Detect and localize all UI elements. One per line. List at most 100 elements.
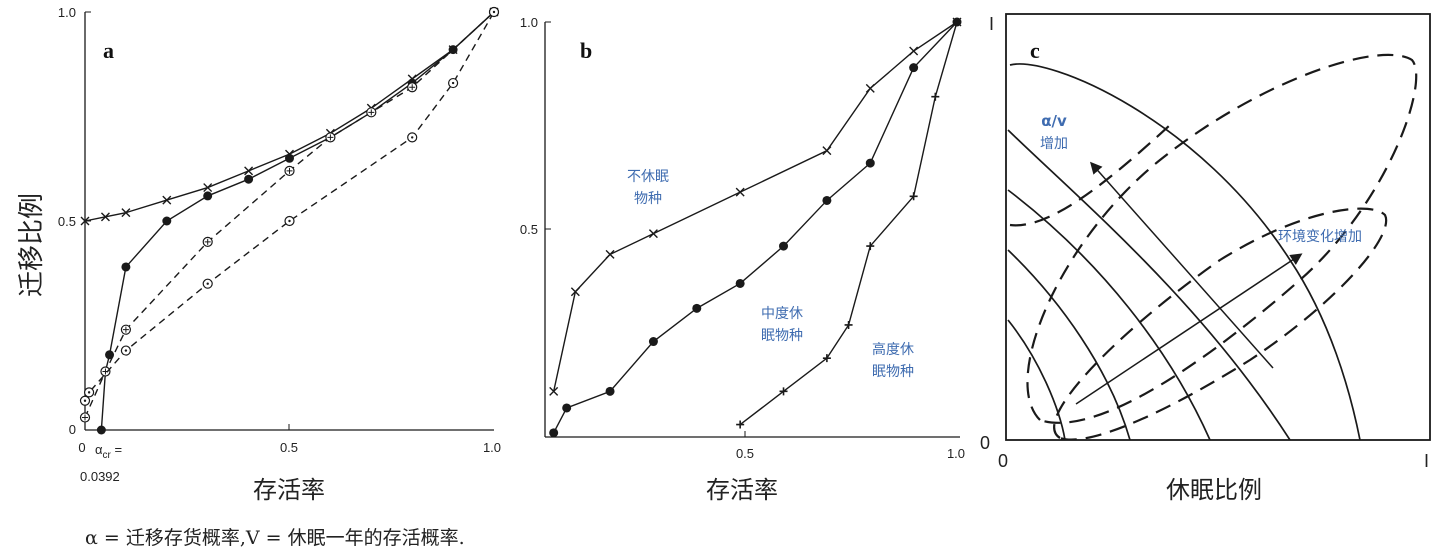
solid-contour-outer [1009,63,1361,440]
b-series-series-0-point-1-x-marker [570,287,580,297]
solid-contour-3 [1007,189,1211,440]
panel-a-series-group [79,6,500,435]
panel-a-x-axis-label: 存活率 [253,476,325,504]
panel-a-label: a [103,38,114,63]
series-label-high-dormancy-line2: 眠物种 [872,364,914,380]
series-label-moderate-dormancy-line2: 眠物种 [761,328,803,344]
a-series-series-3-line [84,11,495,402]
panel-c-x-axis-label: 休眠比例 [1166,476,1262,504]
a-series-series-0-point-3-x-marker [162,195,172,205]
a-series-series-3-point-0-circle-dot-center [83,399,87,402]
b-series-series-2-point-0-plus-marker [736,420,745,429]
b-series-series-0-point-3-x-marker [648,229,658,239]
panel-c: I 0 0 I c 休眠比例 α/v 增加 环境变化增加 [980,13,1431,504]
environment-change-label: 环境变化增加 [1278,229,1362,245]
a-series-series-2-point-6-circle-plus-cross [368,109,375,116]
a-series-series-3-point-5-circle-dot-center [411,136,414,139]
panel-b-x-axis-label: 存活率 [706,476,778,504]
panel-a-xtick-1.0: 1.0 [483,440,501,455]
panel-a-xtick-0: 0 [78,440,85,455]
b-series-series-2-point-3-plus-marker [844,320,853,329]
a-series-series-2-point-5-circle-plus-cross [327,134,334,141]
b-series-series-2-point-4-plus-marker [866,242,875,251]
a-series-series-1-point-7-dot-marker [285,153,294,163]
b-series-series-2-point-1-plus-marker [779,387,788,396]
b-series-series-2-line [739,21,958,426]
dashed-arc-left [1009,124,1171,227]
a-series-series-2-point-4-circle-plus-cross [286,167,293,174]
a-series-series-3-point-6-circle-dot-center [451,81,455,85]
a-series-series-3-point-4-circle-dot-center [288,219,291,223]
b-series-series-0-point-0-x-marker [549,386,559,396]
panel-a-y-axis-label: 迁移比例 [17,193,47,297]
panel-c-xtick-right: I [1424,451,1429,471]
b-series-series-0-point-7-x-marker [909,46,919,56]
a-series-series-1-point-6-dot-marker [244,174,254,184]
b-series-series-1-point-2-dot-marker [605,386,615,396]
b-series-series-1-point-0-dot-marker [549,428,559,438]
b-series-series-0-point-5-x-marker [822,146,832,156]
series-label-no-dormancy-line2: 物种 [634,191,662,207]
increase-label: 增加 [1040,136,1068,152]
a-series-series-0-point-4-x-marker [203,183,213,193]
b-series-series-0-point-2-x-marker [605,249,615,259]
panel-a: 0 0.5 1.0 0 0.5 1.0 αcr = 0.0392 a 存活率 迁… [17,5,501,504]
a-series-series-0-point-1-x-marker [100,212,110,222]
a-series-series-3-point-1-circle-dot-center [87,391,91,394]
panel-b-ytick-1.0: 1.0 [520,15,538,30]
a-series-series-1-line [100,11,495,431]
panel-b: 0.5 1.0 0.5 1.0 b 存活率 不休眠 物种 中度休 眠物种 高度休… [520,15,965,504]
panel-a-alpha-cr-label: αcr = [95,442,122,461]
a-series-series-0-point-2-x-marker [121,208,131,218]
a-series-series-2-point-3-circle-plus-cross [204,238,211,245]
b-series-series-1-point-8-dot-marker [865,158,875,168]
figure-caption: α = 迁移存货概率,V = 休眠一年的存活概率. [85,527,465,549]
panel-a-ytick-0: 0 [69,422,76,437]
a-series-series-3-point-2-circle-dot-center [124,349,128,352]
panel-a-ytick-0.5: 0.5 [58,214,76,229]
b-series-series-2-point-7-plus-marker [953,18,961,26]
panel-b-xtick-0.5: 0.5 [736,446,754,461]
panel-b-ytick-0.5: 0.5 [520,222,538,237]
panel-c-curves [1007,53,1418,440]
solid-contour-5 [1007,319,1066,440]
a-series-series-1-point-5-dot-marker [203,191,213,201]
panel-b-series-group [549,17,962,438]
b-series-series-1-point-4-dot-marker [692,303,702,313]
dashed-ellipse-large [1026,53,1418,424]
dashed-ellipse-small [1053,207,1388,440]
b-series-series-1-point-9-dot-marker [909,63,919,73]
alpha-v-increase-arrow [1090,161,1274,369]
a-series-series-3-point-7-circle-dot-center [492,10,496,14]
b-series-series-2-point-5-plus-marker [909,192,918,201]
a-series-series-2-point-0-circle-plus-cross [82,414,88,421]
a-series-series-0-line [84,11,495,222]
b-series-series-1-point-3-dot-marker [648,337,658,347]
a-series-series-0-point-0-x-marker [80,216,90,226]
b-series-series-0-line [552,21,958,392]
b-series-series-2-point-2-plus-marker [822,354,831,363]
alpha-v-label: α/v [1041,112,1067,130]
a-series-series-2-point-2-circle-plus-cross [122,326,129,333]
b-series-series-1-point-7-dot-marker [822,195,832,205]
a-series-series-3-point-3-circle-dot-center [206,282,209,285]
panel-c-xtick-zero: 0 [998,451,1008,471]
panel-c-ytick-zero: 0 [980,433,990,453]
b-series-series-0-point-4-x-marker [735,187,745,197]
series-label-moderate-dormancy-line1: 中度休 [761,306,803,322]
b-series-series-1-point-5-dot-marker [735,278,745,288]
a-series-series-1-point-3-dot-marker [121,262,131,272]
a-series-series-1-point-4-dot-marker [162,216,172,226]
panel-a-ytick-1.0: 1.0 [58,5,76,20]
series-label-no-dormancy-line1: 不休眠 [627,169,669,185]
b-series-series-1-point-6-dot-marker [779,241,789,251]
a-series-series-2-point-7-circle-plus-cross [409,84,416,91]
panel-c-label: c [1030,38,1040,63]
a-series-series-1-point-0-dot-marker [96,425,106,435]
solid-contour-2 [1007,129,1291,440]
panel-c-frame [1005,13,1431,441]
b-series-series-0-point-6-x-marker [865,83,875,93]
panel-b-label: b [580,38,592,63]
panel-b-xtick-1.0: 1.0 [947,446,965,461]
